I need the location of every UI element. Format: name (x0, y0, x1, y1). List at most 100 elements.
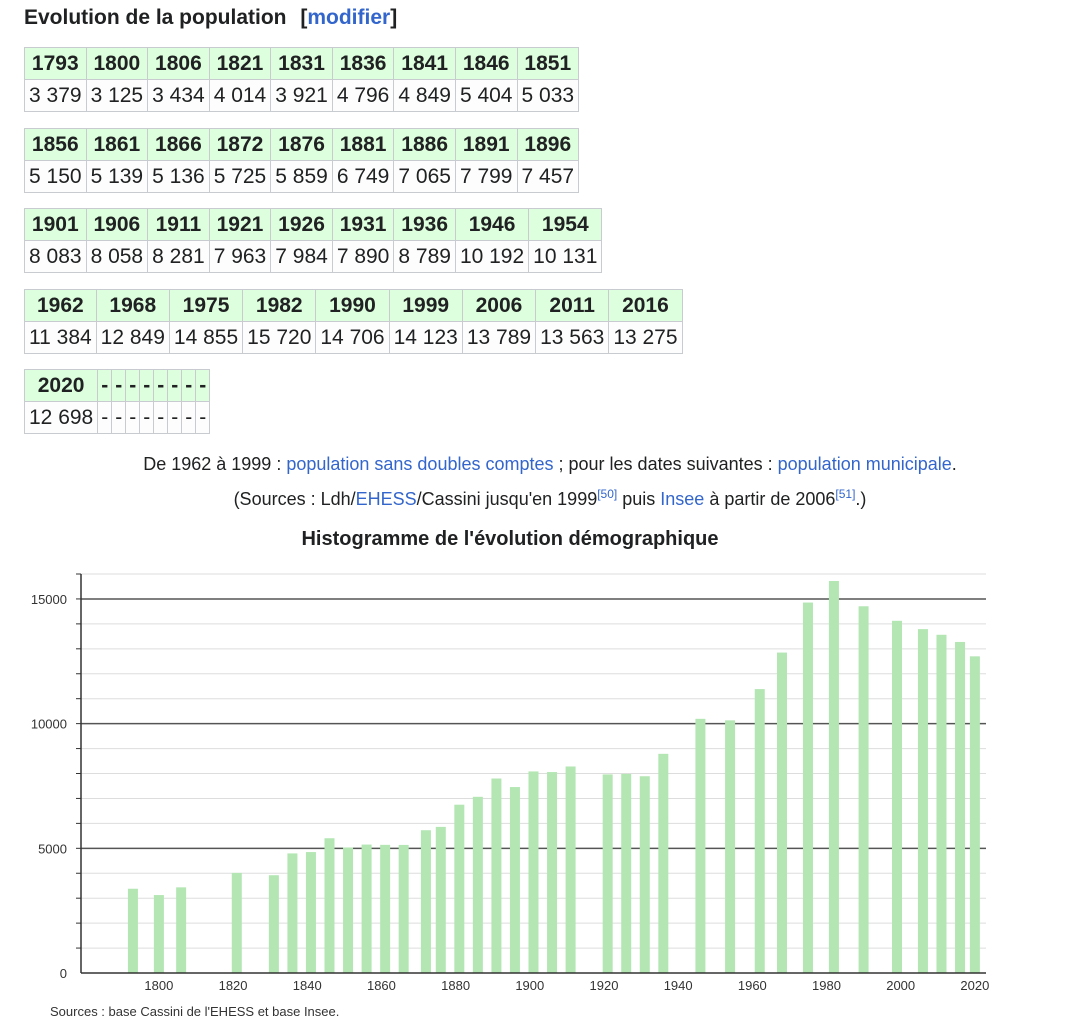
year-cell: 1891 (454, 128, 518, 161)
population-cell: 5 725 (208, 160, 272, 193)
population-cell: 13 563 (535, 321, 610, 354)
x-tick-label: 1880 (441, 978, 470, 993)
year-cell: 2006 (461, 289, 537, 322)
population-cell: 14 123 (388, 321, 463, 354)
y-tick-label: 15000 (31, 592, 67, 607)
x-tick-label: 1800 (144, 978, 173, 993)
bar-2006 (917, 629, 928, 973)
sources-note: (Sources : Ldh/EHESS/Cassini jusqu'en 19… (0, 480, 1080, 513)
year-cell: 1872 (208, 128, 272, 161)
x-tick-label: 1820 (219, 978, 248, 993)
bar-1931 (639, 776, 650, 973)
population-cell: 3 921 (270, 79, 333, 112)
year-cell: - (139, 369, 155, 402)
ref-50[interactable]: [50] (597, 487, 618, 501)
year-row: 1856 1861 1866 1872 1876 1881 1886 1891 1896 (24, 128, 580, 161)
population-cell: 13 789 (461, 321, 537, 354)
year-cell: 1982 (242, 289, 317, 322)
bar-1990 (858, 606, 869, 973)
population-cell: - (139, 401, 155, 434)
year-cell: 2020 (23, 369, 99, 402)
year-cell: 1886 (393, 128, 456, 161)
population-cell: 7 799 (454, 160, 518, 193)
x-tick-label: 1900 (515, 978, 544, 993)
year-cell: 1836 (331, 47, 395, 80)
year-cell: 1881 (331, 128, 395, 161)
x-tick-label: 1960 (738, 978, 767, 993)
population-cell: 8 789 (393, 240, 456, 273)
population-cell: 7 890 (331, 240, 395, 273)
population-cell: - (97, 401, 113, 434)
bar-1881 (454, 804, 465, 973)
year-cell: 1926 (270, 208, 333, 241)
bar-1954 (725, 720, 736, 973)
x-tick-label: 1940 (664, 978, 693, 993)
population-cell: 12 849 (95, 321, 170, 354)
population-table: 1856 1861 1866 1872 1876 1881 1886 1891 1896 5 15… (24, 128, 580, 193)
year-cell: 1911 (147, 208, 210, 241)
year-row: 1901 1906 1911 1921 1926 1931 1936 1946 1954 (24, 208, 603, 241)
population-cell: 5 033 (516, 79, 580, 112)
year-cell: 1999 (388, 289, 463, 322)
year-row: 2020- - - - - - - - (23, 369, 211, 402)
population-cell: 14 706 (315, 321, 390, 354)
population-cell: 11 384 (24, 321, 97, 354)
note-text: /Cassini jusqu'en 1999 (416, 489, 598, 509)
x-tick-label: 1920 (590, 978, 619, 993)
bar-2020 (969, 656, 980, 973)
edit-link[interactable]: modifier (307, 6, 391, 29)
population-cell: 7 984 (270, 240, 333, 273)
bar-1962 (754, 689, 765, 973)
ref-51[interactable]: [51] (835, 487, 856, 501)
year-cell: 1906 (85, 208, 149, 241)
population-row: 5 150 5 139 5 136 5 725 5 859 6 749 7 065 7 799… (24, 160, 580, 193)
y-tick-label: 0 (60, 966, 67, 981)
bar-1999 (891, 620, 902, 973)
bar-1936 (658, 753, 669, 973)
bar-1851 (343, 847, 354, 973)
population-cell: 5 139 (85, 160, 149, 193)
year-cell: - (153, 369, 169, 402)
x-tick-label: 1840 (293, 978, 322, 993)
population-row: 8 083 8 058 8 281 7 963 7 984 7 890 8 789 10 19… (24, 240, 603, 273)
bar-1846 (324, 838, 335, 973)
year-cell: - (111, 369, 127, 402)
population-cell: 4 849 (393, 79, 456, 112)
note-text: (Sources : Ldh/ (233, 489, 356, 509)
link-ehess[interactable]: EHESS (355, 489, 417, 509)
section-title: Evolution de la population (24, 6, 287, 29)
bar-1841 (305, 852, 316, 973)
year-cell: 1846 (454, 47, 518, 80)
note-text: . (951, 454, 957, 474)
population-table: 2020- - - - - - - -12 698- - - - - - - - (23, 369, 211, 434)
population-cell: 4 796 (331, 79, 395, 112)
year-cell: - (97, 369, 113, 402)
bar-1926 (621, 773, 632, 973)
x-tick-label: 1980 (812, 978, 841, 993)
bar-1793 (127, 888, 138, 973)
bar-1872 (420, 830, 431, 973)
note-text: .) (855, 489, 867, 509)
year-cell: - (167, 369, 183, 402)
population-cell: 7 963 (208, 240, 272, 273)
y-tick-label: 5000 (38, 841, 67, 856)
year-cell: 1806 (147, 47, 210, 80)
population-cell: 5 136 (147, 160, 210, 193)
bar-1836 (287, 853, 298, 973)
bar-1831 (268, 875, 279, 973)
link-insee[interactable]: Insee (660, 489, 705, 509)
population-row: 3 379 3 125 3 434 4 014 3 921 4 796 4 849 5 404… (24, 79, 580, 112)
link-population-sans-doubles-comptes[interactable]: population sans doubles comptes (286, 454, 554, 474)
population-table: 1901 1906 1911 1921 1926 1931 1936 1946 1954 8 08… (24, 208, 603, 273)
year-cell: 1866 (147, 128, 210, 161)
year-cell: - (181, 369, 197, 402)
year-cell: 1793 (24, 47, 87, 80)
link-population-municipale[interactable]: population municipale (777, 454, 952, 474)
population-cell: 7 065 (393, 160, 456, 193)
bracket: ] (390, 6, 398, 29)
population-cell: 15 720 (242, 321, 317, 354)
bar-1911 (565, 766, 576, 973)
bar-1821 (231, 872, 242, 973)
bar-2016 (955, 641, 966, 973)
year-cell: 1851 (516, 47, 580, 80)
